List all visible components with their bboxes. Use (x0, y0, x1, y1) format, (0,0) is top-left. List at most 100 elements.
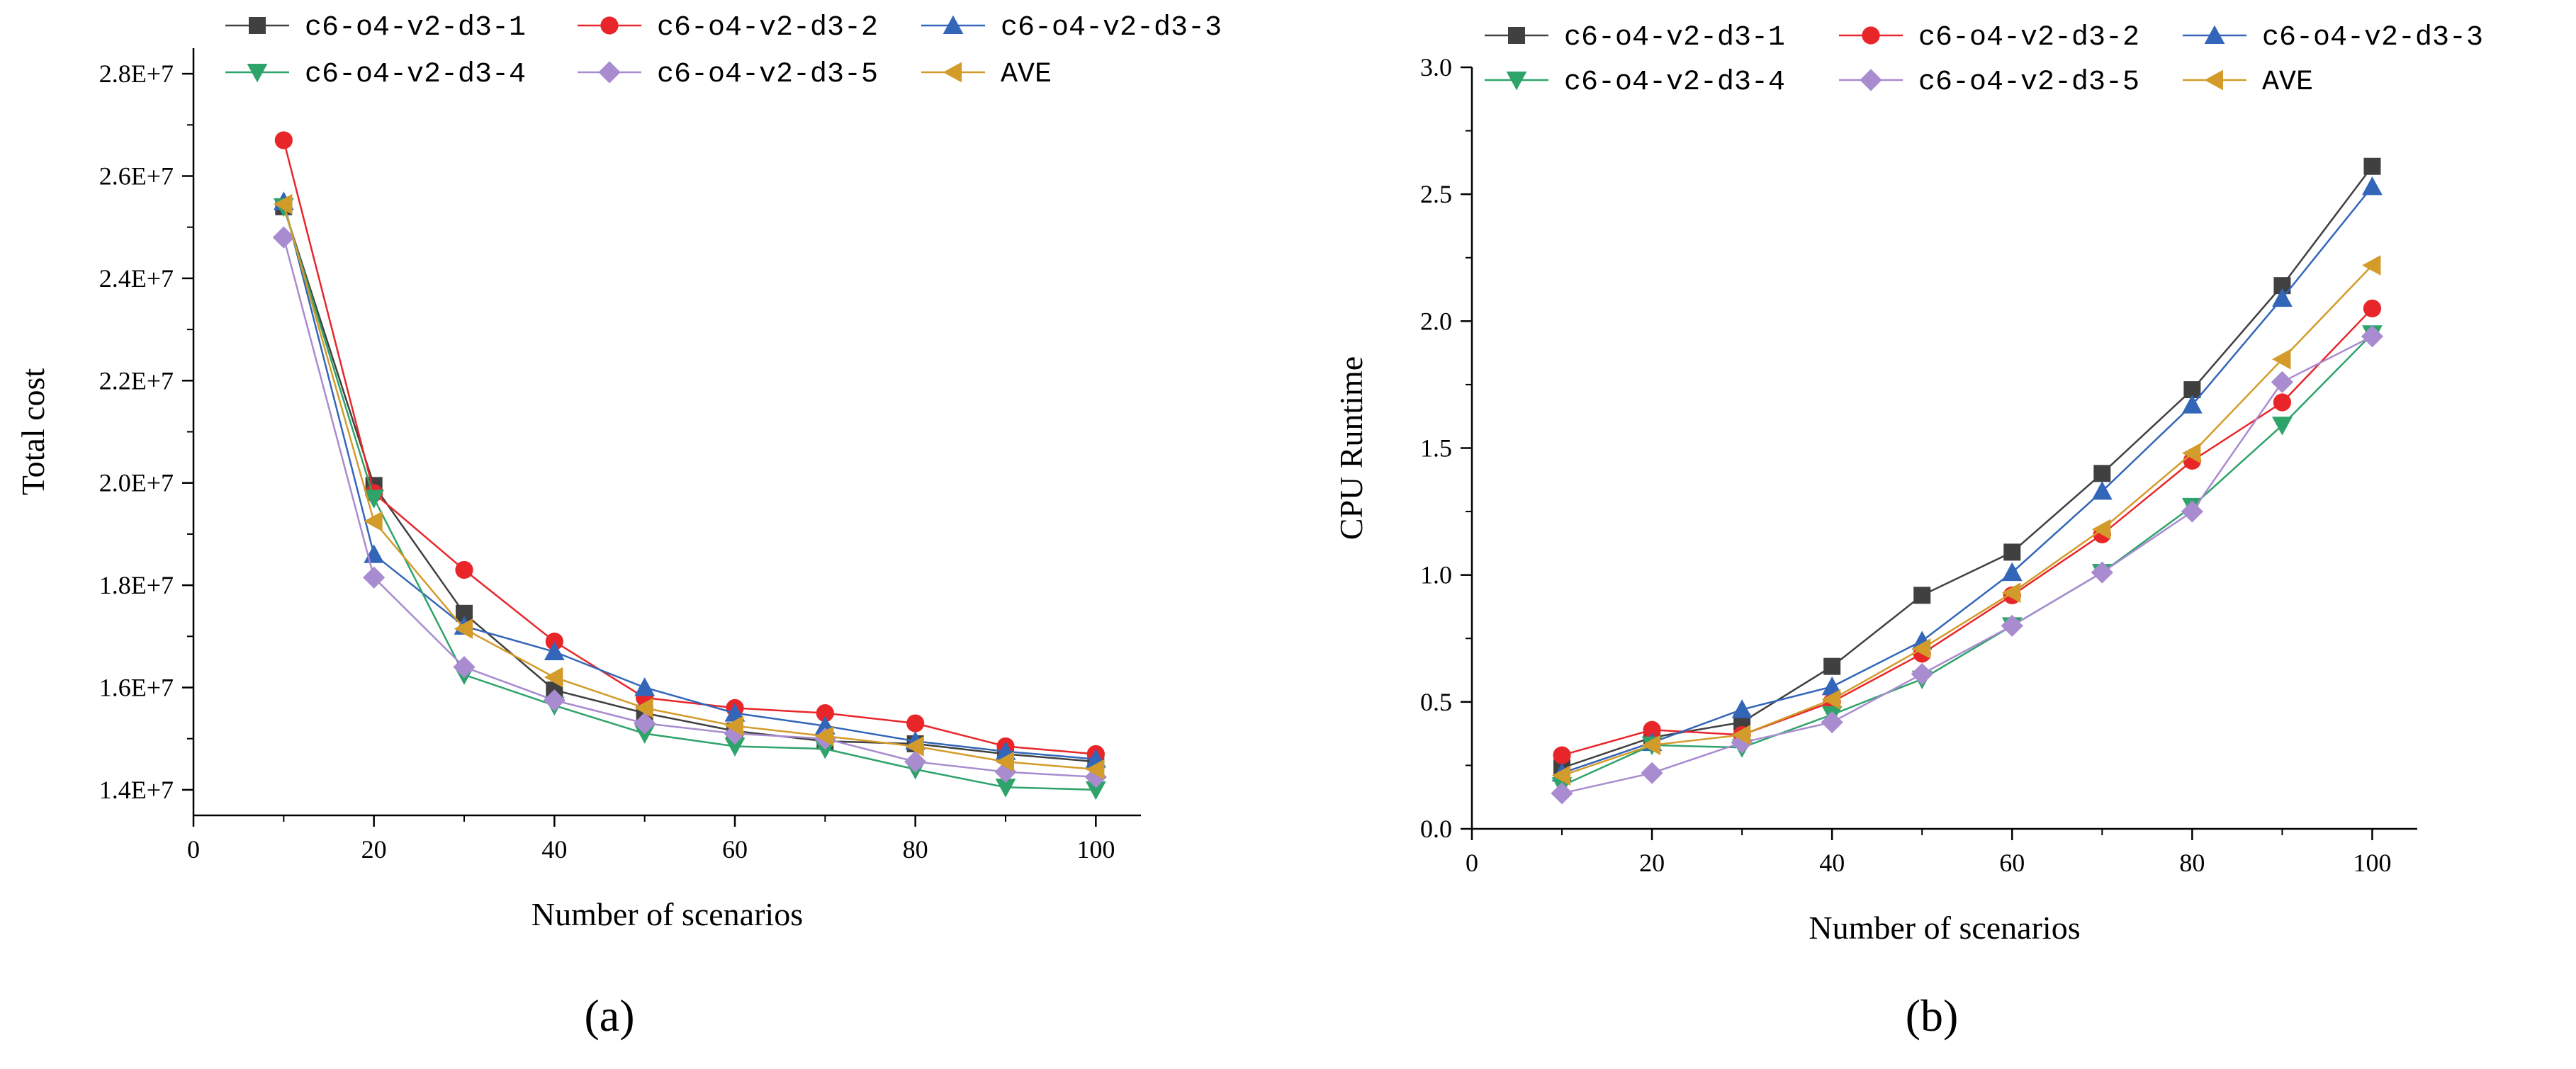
x-axis-label: Number of scenarios (1809, 910, 2080, 946)
data-point (1643, 720, 1661, 739)
data-point (634, 725, 656, 744)
data-point (2181, 443, 2201, 464)
x-tick-label: 20 (1639, 849, 1665, 877)
legend-item: c6-o4-v2-d3-1 (225, 12, 526, 44)
legend-item: c6-o4-v2-d3-4 (225, 59, 526, 91)
x-tick-label: 40 (541, 835, 567, 864)
legend-label: c6-o4-v2-d3-1 (1564, 22, 1785, 54)
series-line (1561, 335, 2373, 795)
y-tick-label: 1.6E+7 (99, 674, 174, 702)
panel-label: (b) (1906, 990, 1959, 1041)
data-point (544, 641, 565, 660)
data-point (2271, 371, 2294, 393)
y-tick-label: 2.2E+7 (99, 366, 174, 395)
data-point (2181, 395, 2203, 414)
y-tick-label: 0.0 (1420, 815, 1452, 843)
data-point (816, 704, 834, 723)
series-line (283, 206, 1096, 763)
data-point (544, 667, 563, 688)
data-point (1551, 782, 1573, 805)
data-point (724, 716, 743, 737)
data-point (1823, 657, 1841, 675)
legend-marker (1508, 27, 1525, 44)
legend-marker (943, 15, 964, 34)
data-point (1821, 689, 1841, 710)
data-point (1551, 765, 1571, 786)
data-point (2181, 500, 2203, 523)
series-line (283, 201, 1096, 760)
legend-label: c6-o4-v2-d3-2 (657, 12, 878, 44)
legend-marker (247, 64, 268, 83)
legend-marker (598, 61, 621, 84)
legend-item: AVE (2183, 67, 2313, 98)
series-line (1561, 166, 2373, 769)
data-point (2362, 255, 2381, 276)
y-tick-label: 2.6E+7 (99, 162, 174, 191)
data-point (543, 689, 566, 712)
chart-panel-1: 0 20 40 60 80 100 1.4E+7 1.6E+7 1.8E+7 2.0E+7 2.2E… (15, 12, 1222, 1041)
data-point (1913, 587, 1931, 604)
data-point (2003, 543, 2021, 561)
data-point (1085, 781, 1106, 801)
data-point (2001, 562, 2023, 582)
y-tick-label: 3.0 (1420, 53, 1452, 81)
x-tick-label: 80 (2179, 849, 2205, 877)
data-point (905, 736, 924, 757)
series-line (1561, 307, 2373, 757)
data-point (364, 490, 385, 509)
x-tick-label: 60 (1999, 849, 2025, 877)
data-point (2361, 325, 2384, 348)
legend-label: c6-o4-v2-d3-4 (305, 59, 526, 91)
legend-label: c6-o4-v2-d3-3 (2262, 22, 2483, 54)
series-line (283, 237, 1096, 779)
data-point (2093, 465, 2111, 482)
data-point (1731, 725, 1751, 745)
legend-marker (600, 16, 619, 35)
series-AVE (273, 193, 1105, 780)
data-point (2272, 417, 2293, 436)
x-tick-label: 0 (187, 835, 200, 864)
y-tick-label: 0.5 (1420, 688, 1452, 716)
legend-label: AVE (1001, 59, 1052, 91)
data-point (1641, 762, 1663, 784)
data-point (2091, 481, 2113, 500)
legend-marker (249, 17, 266, 34)
legend-marker (1862, 26, 1880, 45)
legend-item: c6-o4-v2-d3-3 (2183, 22, 2483, 54)
x-tick-label: 0 (1466, 849, 1478, 877)
y-tick-label: 2.5 (1420, 180, 1452, 208)
data-point (906, 714, 925, 733)
legend-item: c6-o4-v2-d3-5 (1839, 67, 2139, 98)
series-line (283, 203, 1096, 771)
data-point (724, 737, 746, 757)
data-point (634, 677, 656, 696)
data-point (2363, 157, 2381, 175)
data-point (634, 697, 653, 718)
data-point (2273, 393, 2292, 412)
legend-item: c6-o4-v2-d3-5 (578, 59, 878, 91)
x-tick-label: 100 (2353, 849, 2391, 877)
data-point (2272, 288, 2293, 307)
data-point (272, 226, 295, 249)
legend-marker (2204, 25, 2225, 44)
x-tick-label: 100 (1076, 835, 1115, 864)
series-line (1561, 186, 2373, 774)
x-tick-label: 60 (722, 835, 748, 864)
legend-label: c6-o4-v2-d3-2 (1918, 22, 2139, 54)
data-point (724, 703, 746, 722)
x-tick-label: 20 (361, 835, 387, 864)
data-point (724, 722, 746, 745)
x-axis-label: Number of scenarios (531, 896, 803, 932)
data-point (453, 656, 476, 679)
legend: c6-o4-v2-d3-1 c6-o4-v2-d3-2 c6-o4-v2-d3-3 c… (225, 12, 1222, 91)
y-tick-label: 2.8E+7 (99, 60, 174, 88)
data-point (2272, 349, 2291, 370)
series-line (283, 140, 1096, 755)
legend-marker (1506, 72, 1527, 91)
legend-item: c6-o4-v2-d3-2 (1839, 22, 2139, 54)
data-point (2091, 519, 2111, 540)
legend-label: c6-o4-v2-d3-5 (657, 59, 878, 91)
data-point (995, 779, 1016, 798)
data-point (273, 193, 293, 215)
